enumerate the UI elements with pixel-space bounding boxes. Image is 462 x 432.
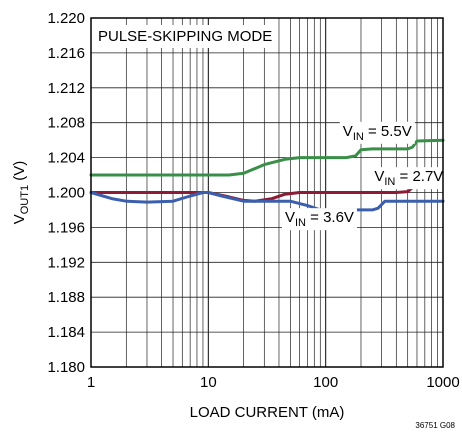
- y-tick-label: 1.188: [47, 289, 85, 306]
- series-label-tail: = 5.5V: [364, 123, 412, 140]
- series-label-main: V: [374, 168, 384, 185]
- y-tick-label: 1.220: [47, 10, 85, 27]
- series-label-main: V: [285, 209, 295, 226]
- series-label-sub: IN: [384, 176, 395, 188]
- x-axis-title: LOAD CURRENT (mA): [190, 404, 345, 421]
- figure-id: 36751 G08: [415, 421, 455, 430]
- series-lines: [89, 138, 445, 212]
- plot-frame: [90, 17, 444, 368]
- y-tick-label: 1.216: [47, 45, 85, 62]
- series-label-background: [281, 208, 357, 231]
- series-label-sub: IN: [295, 217, 306, 229]
- series-label-tail: = 2.7V: [395, 168, 443, 185]
- series-label-background: [339, 121, 415, 144]
- chart-annotation: PULSE-SKIPPING MODE: [98, 28, 272, 45]
- y-tick-label: 1.208: [47, 115, 85, 132]
- y-tick-label: 1.204: [47, 150, 85, 167]
- series-label-background: [371, 167, 447, 190]
- y-tick-label: 1.180: [47, 359, 85, 376]
- series-label-2: VIN = 2.7V: [374, 168, 443, 188]
- series-label-main: V: [343, 123, 353, 140]
- x-tick-label: 100: [313, 374, 338, 391]
- y-axis-title-main: V: [11, 214, 28, 224]
- series-label-tail: = 3.6V: [306, 209, 354, 226]
- y-axis-title-tail: (V): [11, 161, 28, 185]
- y-tick-label: 1.196: [47, 219, 85, 236]
- series-label-3: VIN = 3.6V: [285, 209, 354, 229]
- y-tick-label: 1.184: [47, 324, 85, 341]
- y-tick-label: 1.200: [47, 185, 85, 202]
- y-axis-title-sub: OUT1: [19, 185, 31, 214]
- x-tick-label: 1: [87, 374, 95, 391]
- series-label-1: VIN = 5.5V: [343, 123, 412, 143]
- series-line-1: [89, 138, 445, 177]
- annotation-background: [94, 25, 277, 48]
- y-axis-title: VOUT1 (V): [11, 161, 31, 225]
- x-tick-label: 1000: [426, 374, 459, 391]
- y-tick-label: 1.192: [47, 254, 85, 271]
- series-line-3: [89, 191, 445, 212]
- x-tick-labels: 1 10 100 1000: [87, 374, 460, 391]
- y-tick-label: 1.212: [47, 80, 85, 97]
- x-tick-label: 10: [200, 374, 217, 391]
- y-tick-labels: 1.180 1.184 1.188 1.192 1.196 1.200 1.204 1.208…: [47, 10, 85, 376]
- series-label-sub: IN: [353, 131, 364, 143]
